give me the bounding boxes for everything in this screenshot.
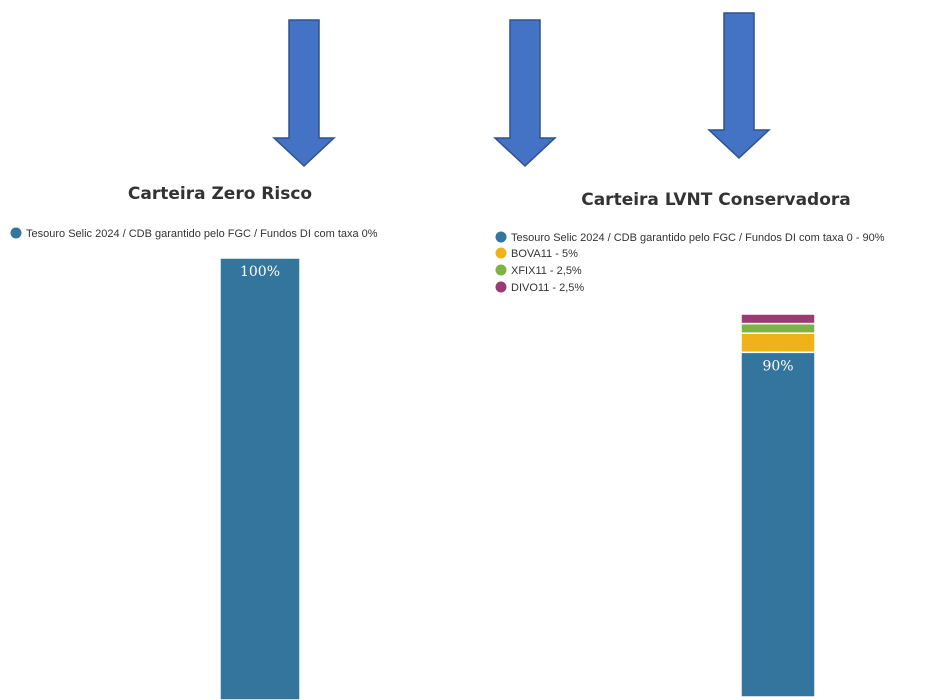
data-label: 90%	[762, 358, 793, 374]
bar-segment	[740, 332, 816, 354]
legend-swatch	[495, 264, 507, 276]
bar-segment	[740, 322, 816, 334]
legend-item-label: BOVA11 - 5%	[511, 248, 578, 260]
data-label: 100%	[240, 264, 280, 280]
bar-segment	[740, 351, 816, 698]
legend-swatch	[495, 231, 507, 243]
down-arrow-icon-1	[272, 19, 336, 168]
legend-item-label: DIVO11 - 2,5%	[511, 282, 584, 294]
bar-segment	[740, 313, 816, 325]
chart-title-lvnt-conservadora: Carteira LVNT Conservadora	[581, 190, 851, 210]
down-arrow-icon-2	[493, 19, 557, 168]
bar-stack-lvnt-conservadora: 90%	[740, 313, 816, 698]
legend-zero-risco: Tesouro Selic 2024 / CDB garantido pelo …	[10, 227, 378, 240]
legend-swatch	[495, 281, 507, 293]
down-arrow-icon-3	[707, 12, 771, 160]
chart-title-zero-risco: Carteira Zero Risco	[128, 184, 312, 204]
chart-lvnt-conservadora: Carteira LVNT Conservadora Tesouro Selic…	[495, 190, 885, 698]
bar-segment	[219, 257, 301, 700]
legend-lvnt-conservadora: Tesouro Selic 2024 / CDB garantido pelo …	[495, 231, 885, 294]
chart-zero-risco: Carteira Zero Risco Tesouro Selic 2024 /…	[10, 184, 378, 700]
legend-swatch	[495, 247, 507, 259]
legend-item-label: XFIX11 - 2,5%	[511, 265, 582, 277]
legend-item-label: Tesouro Selic 2024 / CDB garantido pelo …	[511, 232, 885, 244]
legend-swatch	[10, 227, 22, 239]
arrows	[272, 12, 771, 168]
legend-item-label: Tesouro Selic 2024 / CDB garantido pelo …	[26, 228, 378, 240]
bar-stack-zero-risco: 100%	[219, 257, 301, 700]
